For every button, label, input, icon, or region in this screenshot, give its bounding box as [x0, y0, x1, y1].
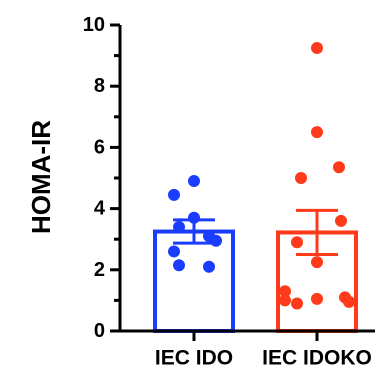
- y-tick-label: 0: [94, 320, 105, 342]
- data-point: [333, 161, 345, 174]
- x-tick-label: IEC IDOKO: [262, 347, 372, 370]
- data-point: [311, 256, 323, 269]
- data-point: [210, 234, 222, 247]
- plot-area: [153, 41, 358, 333]
- data-point: [335, 214, 347, 227]
- data-point: [291, 297, 303, 310]
- data-point: [279, 285, 291, 298]
- data-point: [311, 41, 323, 54]
- data-point: [295, 172, 307, 184]
- data-point: [343, 295, 355, 308]
- data-point: [188, 211, 200, 224]
- y-axis-title: HOMA-IR: [26, 120, 56, 234]
- x-axis: IEC IDO IEC IDOKO: [118, 329, 375, 370]
- data-point: [173, 220, 185, 233]
- data-point: [311, 292, 323, 305]
- y-tick-label: 10: [83, 14, 105, 36]
- data-point: [188, 175, 200, 188]
- data-point: [168, 245, 180, 258]
- data-point: [291, 236, 303, 249]
- data-point: [311, 126, 323, 139]
- x-tick-label: IEC IDO: [155, 347, 233, 370]
- y-axis: 0 2 4 6 8 10: [83, 14, 122, 342]
- data-point: [168, 188, 180, 201]
- y-tick-label: 8: [94, 75, 105, 97]
- data-point: [203, 260, 215, 273]
- y-tick-label: 4: [94, 198, 106, 220]
- data-point: [173, 259, 185, 272]
- data-point: [279, 294, 291, 307]
- y-tick-label: 6: [94, 136, 105, 158]
- bar-1: [153, 229, 235, 333]
- y-tick-label: 2: [94, 259, 105, 281]
